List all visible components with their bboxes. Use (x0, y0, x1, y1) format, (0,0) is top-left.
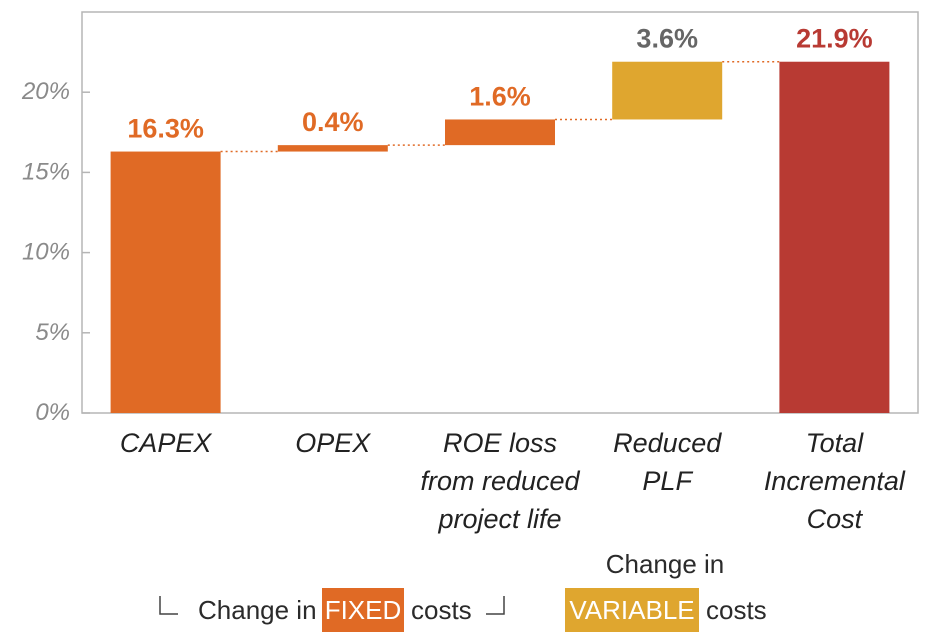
legend-fixed-prefix: Change in (198, 595, 317, 625)
bars (110, 61, 890, 413)
category-label: Reduced (613, 428, 722, 458)
legend-variable-keyword: VARIABLE (569, 595, 694, 625)
category-label: ROE loss (443, 428, 557, 458)
legend-variable-box (565, 588, 699, 632)
y-tick-label: 15% (22, 158, 70, 185)
fixed-bracket-left (159, 596, 178, 615)
bar (277, 145, 388, 152)
category-label: Incremental (764, 466, 906, 496)
bar (445, 119, 555, 146)
data-label: 0.4% (302, 107, 364, 137)
legend-fixed-keyword: FIXED (325, 595, 402, 625)
category-label: from reduced (420, 466, 580, 496)
legend-fixed-box (322, 588, 404, 632)
data-labels: 16.3% 0.4% 1.6% 3.6% 21.9% (127, 24, 872, 144)
y-tick-label: 10% (22, 239, 70, 266)
y-tick-label: 0% (35, 399, 70, 426)
legend-variable-top: Change in (606, 549, 725, 579)
legend-fixed-suffix: costs (411, 595, 472, 625)
data-label: 1.6% (469, 81, 531, 111)
data-label: 16.3% (127, 114, 204, 144)
y-axis: 0% 5% 10% 15% 20% (21, 78, 90, 426)
legend-variable-suffix: costs (706, 595, 767, 625)
category-labels: CAPEX OPEX ROE loss from reduced project lif… (120, 428, 906, 534)
category-label: OPEX (295, 428, 371, 458)
category-label: PLF (642, 466, 693, 496)
category-label: CAPEX (120, 428, 213, 458)
category-label: Total (806, 428, 865, 458)
plot-frame (81, 11, 919, 414)
bar (110, 151, 221, 413)
y-tick-label: 20% (21, 78, 70, 105)
bar (612, 61, 723, 120)
data-label: 3.6% (636, 24, 698, 54)
category-label: Cost (807, 504, 864, 534)
bar (779, 61, 890, 413)
legend: Change in FIXED costs Change in VARIABLE… (159, 549, 767, 632)
data-label: 21.9% (796, 24, 873, 54)
category-label: project life (437, 504, 561, 534)
y-tick-label: 5% (35, 319, 70, 346)
fixed-bracket-right (486, 596, 505, 615)
